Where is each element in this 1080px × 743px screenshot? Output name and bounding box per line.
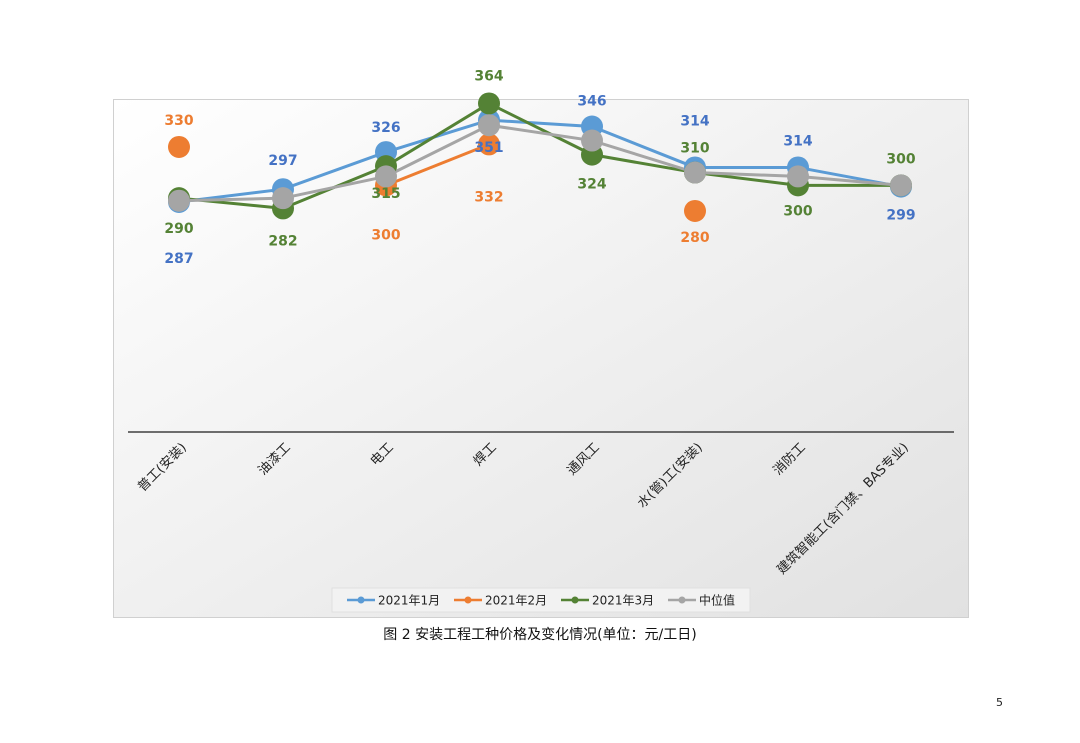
data-point bbox=[168, 189, 190, 212]
data-label: 314 bbox=[680, 113, 709, 129]
data-label: 324 bbox=[577, 177, 606, 193]
data-label: 300 bbox=[371, 227, 400, 243]
page-number: 5 bbox=[996, 696, 1003, 709]
data-point bbox=[272, 187, 294, 210]
data-label: 351 bbox=[474, 140, 503, 156]
data-label: 364 bbox=[474, 68, 503, 84]
data-label: 330 bbox=[164, 113, 193, 129]
legend-label: 2021年1月 bbox=[378, 594, 440, 608]
data-label: 315 bbox=[371, 186, 400, 202]
figure-caption: 图 2 安装工程工种价格及变化情况(单位：元/工日) bbox=[383, 627, 697, 643]
data-label: 287 bbox=[164, 251, 193, 267]
data-label: 314 bbox=[783, 133, 812, 149]
data-label: 280 bbox=[680, 230, 709, 246]
data-point bbox=[684, 161, 706, 184]
legend-marker bbox=[464, 596, 472, 604]
data-point bbox=[168, 135, 190, 158]
data-label: 300 bbox=[783, 203, 812, 219]
legend-label: 2021年2月 bbox=[485, 594, 547, 608]
data-point bbox=[581, 129, 603, 152]
series-line-3 bbox=[178, 123, 902, 203]
data-label: 310 bbox=[680, 141, 709, 157]
legend-label: 中位值 bbox=[699, 593, 735, 608]
data-label: 332 bbox=[474, 189, 503, 205]
data-point bbox=[684, 199, 706, 222]
data-label: 299 bbox=[886, 208, 915, 224]
data-point bbox=[890, 174, 912, 197]
data-point bbox=[787, 165, 809, 188]
data-point bbox=[478, 114, 500, 137]
data-label: 300 bbox=[886, 151, 915, 167]
series-line-2 bbox=[178, 101, 901, 210]
data-label: 326 bbox=[371, 120, 400, 136]
legend-label: 2021年3月 bbox=[592, 594, 654, 608]
data-point bbox=[375, 165, 397, 188]
data-point bbox=[478, 92, 500, 115]
series-line-0 bbox=[178, 118, 902, 204]
data-label: 290 bbox=[164, 221, 193, 237]
data-label: 297 bbox=[268, 153, 297, 169]
legend-marker bbox=[357, 596, 365, 604]
data-point bbox=[478, 133, 500, 156]
legend-marker bbox=[571, 596, 579, 604]
series-line-1 bbox=[385, 143, 490, 187]
chart-area bbox=[113, 99, 969, 618]
data-label: 282 bbox=[268, 233, 297, 249]
data-label: 346 bbox=[577, 93, 606, 109]
legend-marker bbox=[678, 596, 686, 604]
